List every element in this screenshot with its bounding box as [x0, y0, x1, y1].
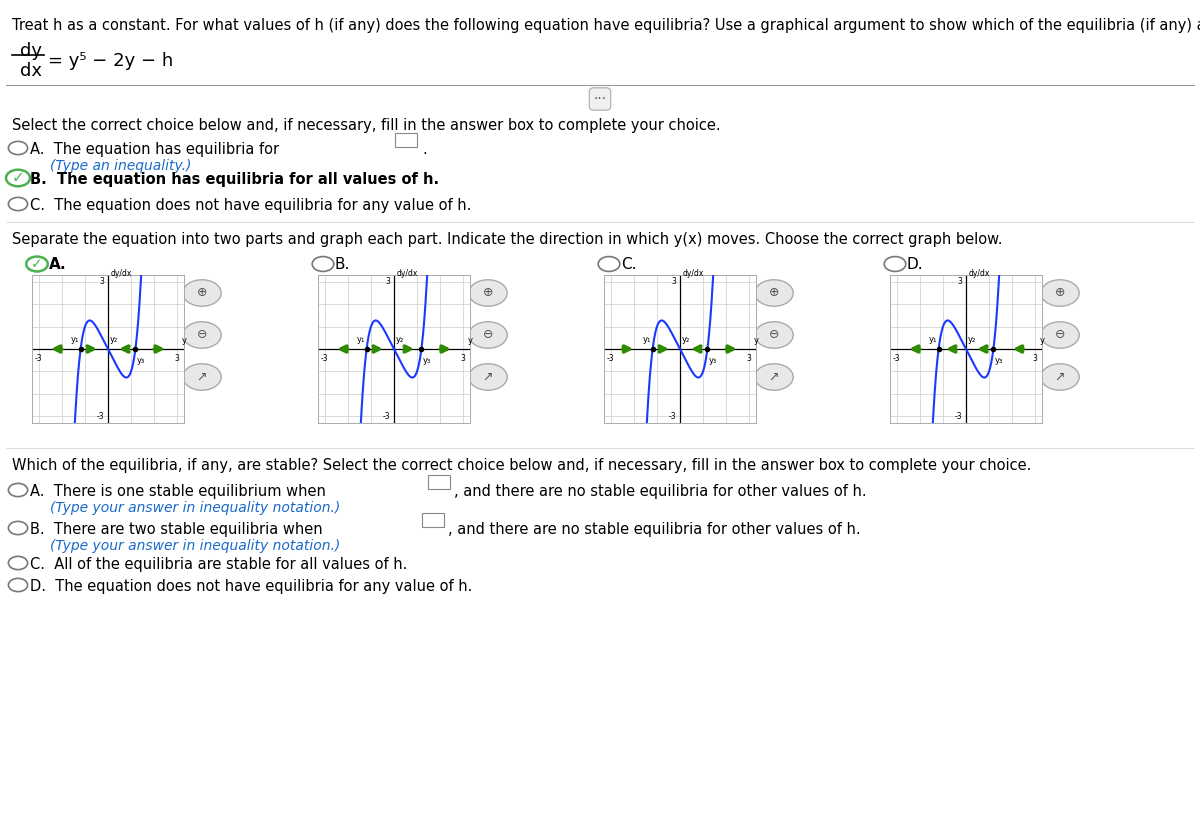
Text: y₃: y₃: [709, 356, 718, 365]
Text: .: .: [422, 142, 427, 157]
Text: C.: C.: [622, 256, 636, 271]
Text: y: y: [754, 336, 758, 345]
Text: y: y: [181, 336, 187, 345]
Text: y₂: y₂: [968, 335, 976, 344]
Text: ⊖: ⊖: [1055, 328, 1066, 342]
Text: y: y: [1039, 336, 1045, 345]
Text: A.: A.: [49, 256, 67, 271]
Circle shape: [1040, 322, 1079, 348]
Text: (Type your answer in inequality notation.): (Type your answer in inequality notation…: [50, 501, 341, 515]
Text: Separate the equation into two parts and graph each part. Indicate the direction: Separate the equation into two parts and…: [12, 232, 1002, 247]
Text: 3: 3: [98, 277, 104, 286]
Text: dy/dx: dy/dx: [683, 270, 704, 279]
Text: y₂: y₂: [682, 335, 690, 344]
Text: ⊖: ⊖: [482, 328, 493, 342]
Text: y₃: y₃: [995, 356, 1003, 365]
Text: ⊕: ⊕: [769, 286, 779, 299]
Text: y: y: [468, 336, 473, 345]
Text: ↗: ↗: [482, 370, 493, 384]
Text: y₃: y₃: [424, 356, 432, 365]
Text: dx: dx: [20, 62, 42, 80]
Text: C.  All of the equilibria are stable for all values of h.: C. All of the equilibria are stable for …: [30, 557, 407, 572]
Circle shape: [1040, 280, 1079, 306]
Text: D.  The equation does not have equilibria for any value of h.: D. The equation does not have equilibria…: [30, 579, 473, 594]
Text: ⊖: ⊖: [197, 328, 208, 342]
Text: C.  The equation does not have equilibria for any value of h.: C. The equation does not have equilibria…: [30, 198, 472, 213]
Text: , and there are no stable equilibria for other values of h.: , and there are no stable equilibria for…: [448, 522, 860, 537]
Circle shape: [182, 322, 221, 348]
Circle shape: [469, 280, 508, 306]
Text: y₂: y₂: [110, 335, 118, 344]
Text: 3: 3: [746, 354, 751, 363]
Text: ↗: ↗: [1055, 370, 1066, 384]
Text: y₁: y₁: [356, 335, 365, 344]
Text: (Type your answer in inequality notation.): (Type your answer in inequality notation…: [50, 539, 341, 553]
Circle shape: [755, 322, 793, 348]
Text: ✓: ✓: [12, 170, 24, 185]
Circle shape: [469, 364, 508, 390]
Text: 3: 3: [175, 354, 180, 363]
Text: -3: -3: [35, 354, 43, 363]
Text: (Type an inequality.): (Type an inequality.): [50, 159, 191, 173]
Text: -3: -3: [954, 412, 962, 421]
Text: D.: D.: [907, 256, 924, 271]
Text: Select the correct choice below and, if necessary, fill in the answer box to com: Select the correct choice below and, if …: [12, 118, 721, 133]
Text: B.  There are two stable equilibria when: B. There are two stable equilibria when: [30, 522, 323, 537]
Text: ↗: ↗: [769, 370, 779, 384]
Text: -3: -3: [383, 412, 390, 421]
Text: 3: 3: [956, 277, 962, 286]
Text: y₁: y₁: [929, 335, 937, 344]
Circle shape: [755, 364, 793, 390]
FancyBboxPatch shape: [395, 133, 418, 147]
Text: ⊕: ⊕: [1055, 286, 1066, 299]
Text: Treat h as a constant. For what values of h (if any) does the following equation: Treat h as a constant. For what values o…: [12, 18, 1200, 33]
Circle shape: [1040, 364, 1079, 390]
FancyBboxPatch shape: [428, 475, 450, 489]
Text: dy/dx: dy/dx: [110, 270, 132, 279]
Text: y₃: y₃: [137, 356, 145, 365]
Text: ✓: ✓: [31, 257, 43, 271]
Text: dy/dx: dy/dx: [968, 270, 990, 279]
Text: -3: -3: [893, 354, 901, 363]
Text: y₂: y₂: [396, 335, 404, 344]
Circle shape: [182, 280, 221, 306]
Text: ⊖: ⊖: [769, 328, 779, 342]
Text: ···: ···: [594, 92, 606, 106]
Text: B.: B.: [335, 256, 350, 271]
Text: ↗: ↗: [197, 370, 208, 384]
Text: dy: dy: [20, 42, 42, 60]
Text: 3: 3: [1033, 354, 1038, 363]
Circle shape: [182, 364, 221, 390]
Text: -3: -3: [96, 412, 104, 421]
Text: y₁: y₁: [71, 335, 79, 344]
FancyBboxPatch shape: [422, 513, 444, 527]
Text: 3: 3: [385, 277, 390, 286]
Text: ⊕: ⊕: [197, 286, 208, 299]
Text: -3: -3: [322, 354, 329, 363]
Text: y₁: y₁: [642, 335, 650, 344]
Text: , and there are no stable equilibria for other values of h.: , and there are no stable equilibria for…: [454, 484, 866, 499]
Text: 3: 3: [461, 354, 466, 363]
Text: = y⁵ − 2y − h: = y⁵ − 2y − h: [48, 52, 173, 70]
Text: ⊕: ⊕: [482, 286, 493, 299]
Text: dy/dx: dy/dx: [397, 270, 418, 279]
Text: A.  The equation has equilibria for: A. The equation has equilibria for: [30, 142, 280, 157]
Text: -3: -3: [607, 354, 614, 363]
Text: A.  There is one stable equilibrium when: A. There is one stable equilibrium when: [30, 484, 326, 499]
Text: -3: -3: [668, 412, 676, 421]
Circle shape: [469, 322, 508, 348]
Text: Which of the equilibria, if any, are stable? Select the correct choice below and: Which of the equilibria, if any, are sta…: [12, 458, 1031, 473]
Circle shape: [755, 280, 793, 306]
Text: B.  The equation has equilibria for all values of h.: B. The equation has equilibria for all v…: [30, 172, 439, 187]
Text: 3: 3: [671, 277, 676, 286]
